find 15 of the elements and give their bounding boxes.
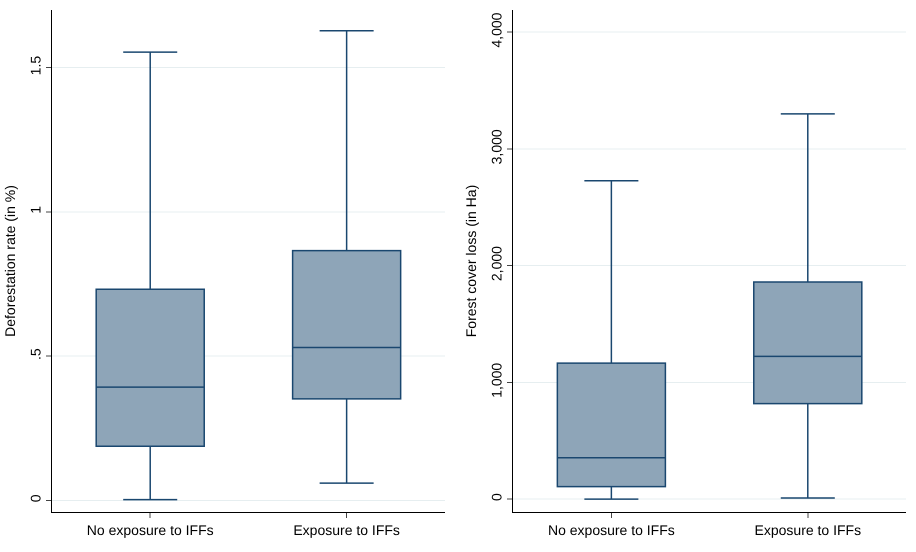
y-tick-label: 1.5 <box>27 56 44 76</box>
y-tick-label: 4,000 <box>488 12 505 48</box>
y-tick-label: 0 <box>27 494 44 502</box>
x-tick-label: Exposure to IFFs <box>754 522 862 538</box>
y-tick-label: 2,000 <box>488 246 505 282</box>
y-axis-title: Deforestation rate (in %) <box>2 185 18 337</box>
y-tick-label: 3,000 <box>488 129 505 164</box>
x-tick-label: No exposure to IFFs <box>548 522 675 538</box>
x-tick-label: Exposure to IFFs <box>293 522 400 538</box>
y-tick-label: .5 <box>27 348 44 360</box>
y-tick-label: 1 <box>27 206 44 214</box>
y-axis-title: Forest cover loss (in Ha) <box>463 184 480 338</box>
y-tick-label: 0 <box>488 492 505 501</box>
x-tick-label: No exposure to IFFs <box>86 522 214 538</box>
y-tick-label: 1,000 <box>488 362 505 398</box>
